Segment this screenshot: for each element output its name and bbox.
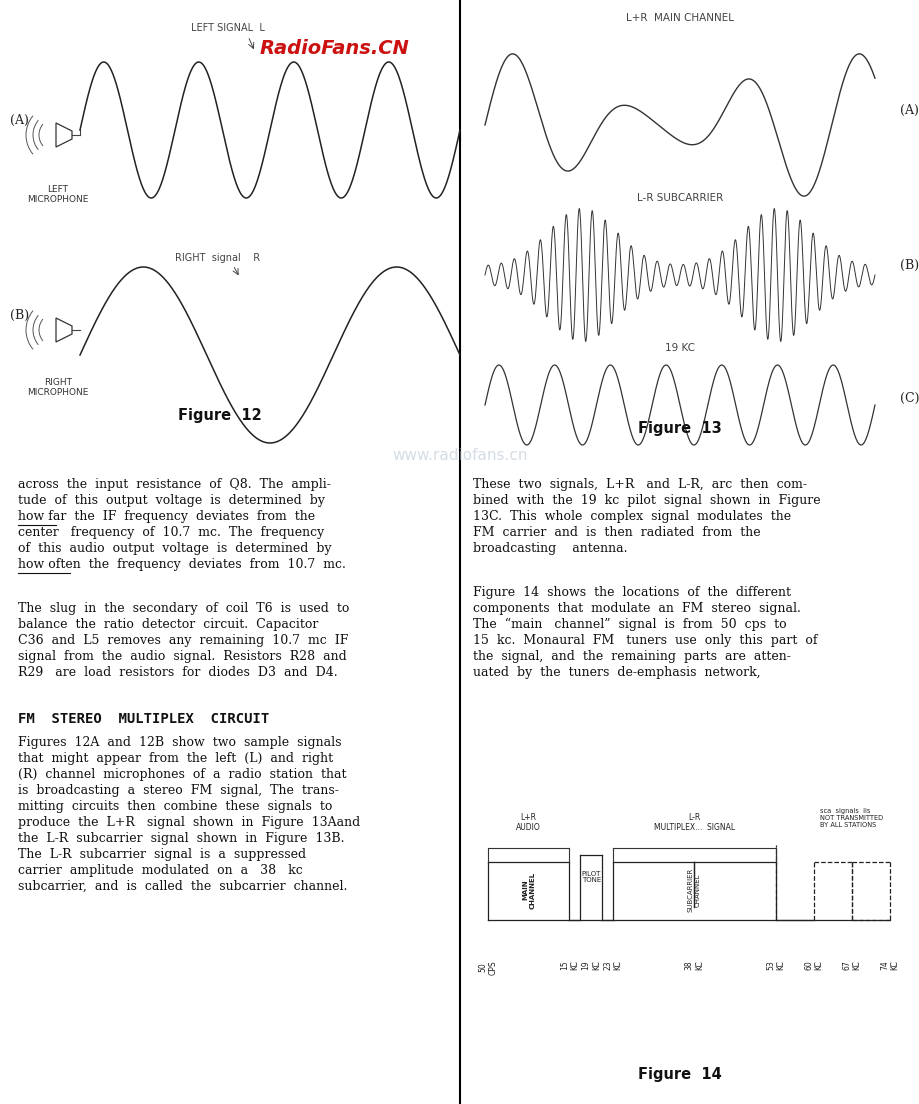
Text: FM  carrier  and  is  then  radiated  from  the: FM carrier and is then radiated from the — [472, 526, 760, 539]
Text: RadioFans.CN: RadioFans.CN — [260, 39, 410, 57]
Text: R29   are  load  resistors  for  diodes  D3  and  D4.: R29 are load resistors for diodes D3 and… — [18, 666, 337, 679]
Text: (R)  channel  microphones  of  a  radio  station  that: (R) channel microphones of a radio stati… — [18, 768, 346, 781]
Text: FM  STEREO  MULTIPLEX  CIRCUIT: FM STEREO MULTIPLEX CIRCUIT — [18, 712, 269, 726]
Text: The  slug  in  the  secondary  of  coil  T6  is  used  to: The slug in the secondary of coil T6 is … — [18, 602, 349, 615]
Text: subcarrier,  and  is  called  the  subcarrier  channel.: subcarrier, and is called the subcarrier… — [18, 880, 347, 893]
Text: PILOT
TONE: PILOT TONE — [581, 870, 600, 883]
Text: 53
KC: 53 KC — [766, 960, 785, 970]
Text: 13C.  This  whole  complex  signal  modulates  the: 13C. This whole complex signal modulates… — [472, 510, 790, 523]
Text: L+R
AUDIO: L+R AUDIO — [516, 813, 540, 832]
Text: Figure  14: Figure 14 — [638, 1068, 721, 1083]
Text: LEFT
MICROPHONE: LEFT MICROPHONE — [28, 185, 88, 204]
Text: produce  the  L+R   signal  shown  in  Figure  13Aand: produce the L+R signal shown in Figure 1… — [18, 816, 360, 829]
Text: C36  and  L5  removes  any  remaining  10.7  mc  IF: C36 and L5 removes any remaining 10.7 mc… — [18, 634, 348, 647]
Text: SUBCARRIER
CHANNEL: SUBCARRIER CHANNEL — [687, 868, 700, 912]
Text: Figures  12A  and  12B  show  two  sample  signals: Figures 12A and 12B show two sample sign… — [18, 736, 341, 749]
Text: uated  by  the  tuners  de-emphasis  network,: uated by the tuners de-emphasis network, — [472, 666, 760, 679]
Text: RIGHT  signal    R: RIGHT signal R — [176, 253, 260, 263]
Text: (A): (A) — [899, 104, 918, 117]
Text: LEFT SIGNAL  L: LEFT SIGNAL L — [191, 23, 265, 33]
Text: carrier  amplitude  modulated  on  a   38   kc: carrier amplitude modulated on a 38 kc — [18, 864, 302, 877]
Text: Figure  13: Figure 13 — [638, 421, 721, 435]
Text: Figure  14  shows  the  locations  of  the  different: Figure 14 shows the locations of the dif… — [472, 586, 790, 599]
Text: tude  of  this  output  voltage  is  determined  by: tude of this output voltage is determine… — [18, 493, 324, 507]
Text: 15  kc.  Monaural  FM   tuners  use  only  this  part  of: 15 kc. Monaural FM tuners use only this … — [472, 634, 817, 647]
Text: components  that  modulate  an  FM  stereo  signal.: components that modulate an FM stereo si… — [472, 602, 800, 615]
Text: L+R  MAIN CHANNEL: L+R MAIN CHANNEL — [625, 13, 733, 23]
Text: 15
KC: 15 KC — [559, 960, 579, 970]
Text: broadcasting    antenna.: broadcasting antenna. — [472, 542, 627, 555]
Text: that  might  appear  from  the  left  (L)  and  right: that might appear from the left (L) and … — [18, 752, 333, 765]
Text: The  L-R  subcarrier  signal  is  a  suppressed: The L-R subcarrier signal is a suppresse… — [18, 848, 306, 861]
Text: 19
KC: 19 KC — [581, 960, 600, 970]
Text: (B): (B) — [10, 308, 29, 321]
Text: balance  the  ratio  detector  circuit.  Capacitor: balance the ratio detector circuit. Capa… — [18, 618, 318, 631]
Text: 60
KC: 60 KC — [803, 960, 823, 970]
Text: www.radiofans.cn: www.radiofans.cn — [391, 447, 528, 463]
Text: MAIN
CHANNEL: MAIN CHANNEL — [522, 871, 535, 909]
Text: sca  signals  lis
NOT TRANSMITTED
BY ALL STATIONS: sca signals lis NOT TRANSMITTED BY ALL S… — [820, 808, 882, 828]
Text: (A): (A) — [10, 114, 28, 127]
Text: L-R SUBCARRIER: L-R SUBCARRIER — [636, 193, 722, 203]
Text: 50
CPS: 50 CPS — [478, 960, 497, 975]
Text: the  signal,  and  the  remaining  parts  are  atten-: the signal, and the remaining parts are … — [472, 650, 790, 664]
Text: (B): (B) — [899, 258, 918, 272]
Text: center   frequency  of  10.7  mc.  The  frequency: center frequency of 10.7 mc. The frequen… — [18, 526, 323, 539]
Text: across  the  input  resistance  of  Q8.  The  ampli-: across the input resistance of Q8. The a… — [18, 478, 331, 491]
Text: Figure  12: Figure 12 — [178, 407, 262, 423]
Text: how far  the  IF  frequency  deviates  from  the: how far the IF frequency deviates from t… — [18, 510, 315, 523]
Text: L-R
MULTIPLEX...  SIGNAL: L-R MULTIPLEX... SIGNAL — [653, 813, 734, 832]
Text: is  broadcasting  a  stereo  FM  signal,  The  trans-: is broadcasting a stereo FM signal, The … — [18, 784, 338, 797]
Text: RIGHT
MICROPHONE: RIGHT MICROPHONE — [28, 378, 88, 397]
Text: 67
KC: 67 KC — [842, 960, 861, 970]
Text: 38
KC: 38 KC — [684, 960, 703, 970]
Text: bined  with  the  19  kc  pilot  signal  shown  in  Figure: bined with the 19 kc pilot signal shown … — [472, 493, 820, 507]
Text: 74
KC: 74 KC — [879, 960, 899, 970]
Text: (C): (C) — [899, 392, 918, 404]
Text: These  two  signals,  L+R   and  L-R,  arc  then  com-: These two signals, L+R and L-R, arc then… — [472, 478, 806, 491]
Text: 19 KC: 19 KC — [664, 343, 694, 353]
Text: signal  from  the  audio  signal.  Resistors  R28  and: signal from the audio signal. Resistors … — [18, 650, 346, 664]
Text: of  this  audio  output  voltage  is  determined  by: of this audio output voltage is determin… — [18, 542, 331, 555]
Text: The  “main   channel”  signal  is  from  50  cps  to: The “main channel” signal is from 50 cps… — [472, 618, 786, 631]
Text: 23
KC: 23 KC — [603, 960, 622, 970]
Text: the  L-R  subcarrier  signal  shown  in  Figure  13B.: the L-R subcarrier signal shown in Figur… — [18, 832, 344, 845]
Text: mitting  circuits  then  combine  these  signals  to: mitting circuits then combine these sign… — [18, 800, 332, 813]
Text: how often  the  frequency  deviates  from  10.7  mc.: how often the frequency deviates from 10… — [18, 558, 346, 571]
